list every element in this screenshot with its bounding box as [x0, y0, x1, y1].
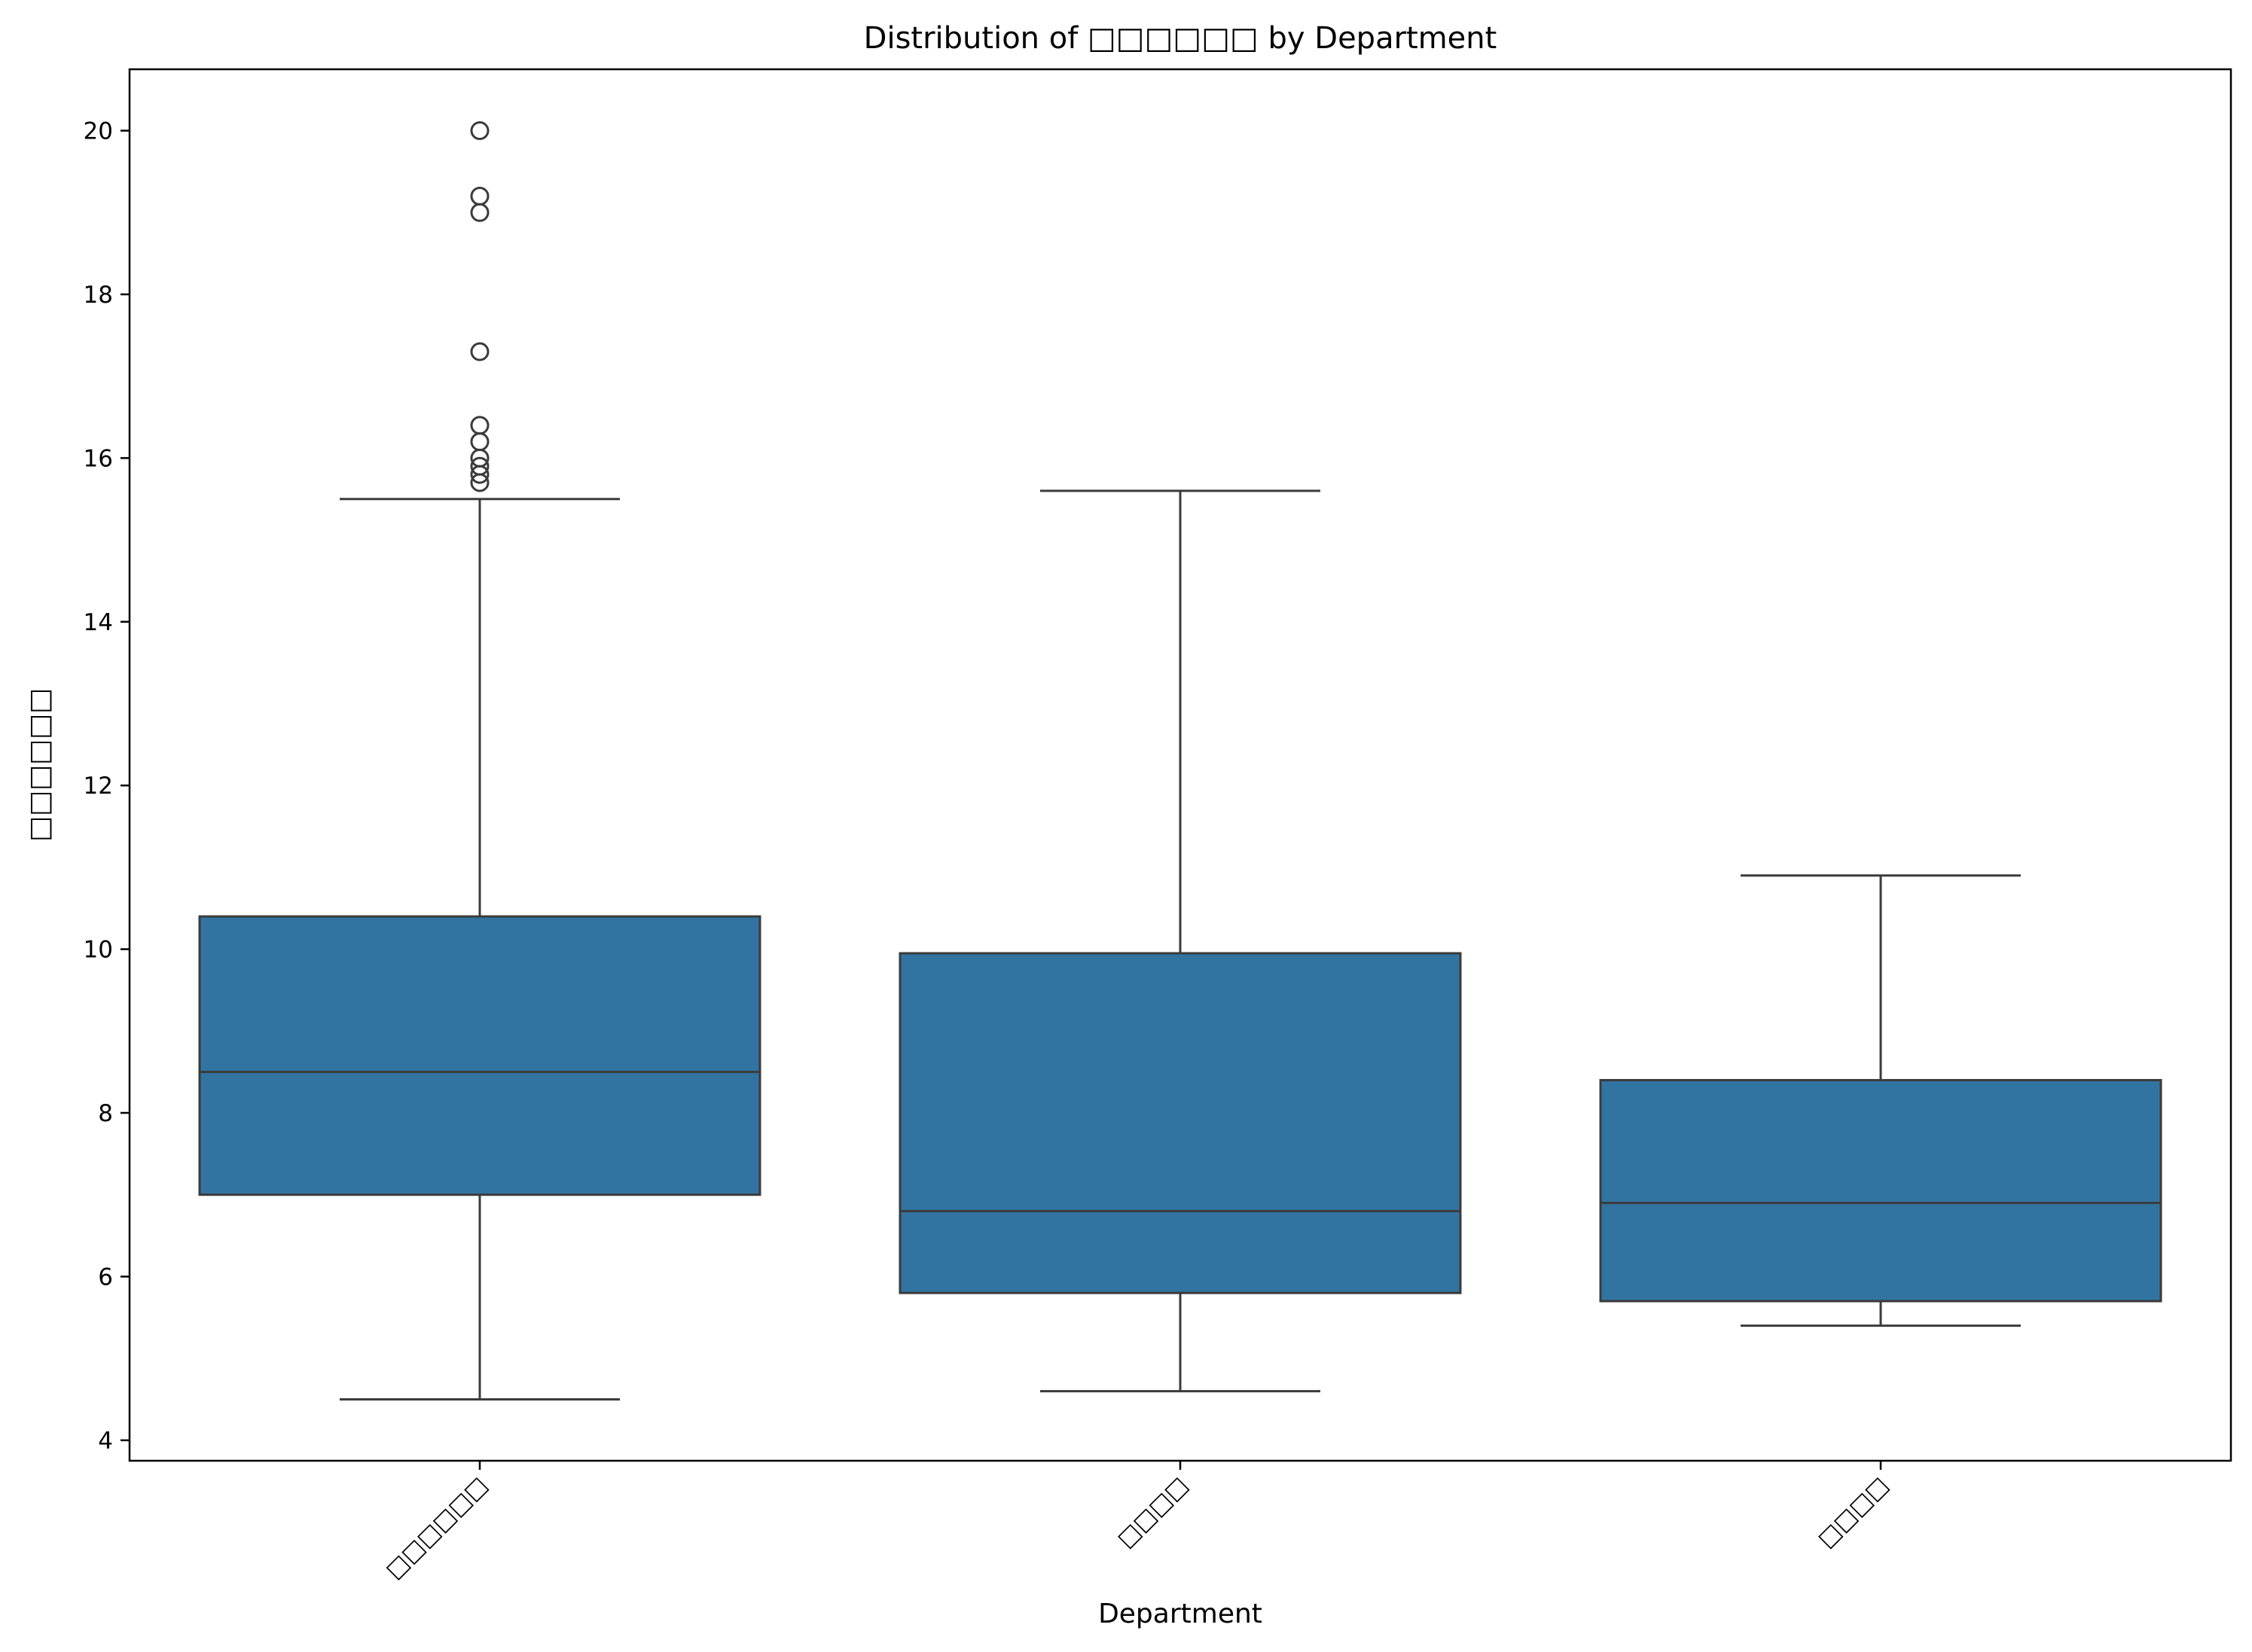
- outlier-point: [470, 121, 490, 141]
- outlier-point: [470, 203, 490, 222]
- y-tick-label: 10: [84, 937, 113, 964]
- y-tick-label: 12: [84, 773, 113, 800]
- y-tick-label: 4: [98, 1428, 113, 1455]
- y-tick-label: 16: [84, 445, 113, 472]
- outlier-point: [470, 342, 490, 361]
- outlier-point: [470, 416, 490, 435]
- box-group: [1599, 874, 2162, 1327]
- y-tick-label: 20: [84, 118, 113, 145]
- iqr-box: [198, 915, 761, 1196]
- y-tick-label: 6: [98, 1263, 113, 1291]
- x-axis-title: Department: [1098, 1599, 1262, 1629]
- outlier-point: [470, 186, 490, 206]
- plot-frame: [128, 68, 2232, 1462]
- box-group: [899, 489, 1462, 1393]
- box-group: [198, 121, 761, 1401]
- y-tick-label: 8: [98, 1100, 113, 1127]
- x-tick-label: □□□□: [1112, 1471, 1193, 1553]
- chart-title: Distribution of □□□□□□ by Department: [864, 21, 1497, 56]
- y-axis-title: □□□□□□: [24, 688, 55, 842]
- x-tick-label: □□□□□□: [380, 1471, 493, 1584]
- iqr-box: [899, 952, 1462, 1294]
- outlier-point: [470, 456, 490, 476]
- x-tick-label: □□□□: [1812, 1471, 1893, 1553]
- x-axis: □□□□□□ □□□□ □□□□: [380, 1461, 1894, 1584]
- boxes-layer: [198, 121, 2162, 1401]
- iqr-box: [1599, 1079, 2162, 1303]
- y-tick-label: 14: [84, 609, 113, 636]
- y-axis: 4 6 8 10 12 14 16 18 20: [84, 118, 130, 1455]
- outlier-point: [470, 432, 490, 452]
- y-tick-label: 18: [84, 282, 113, 309]
